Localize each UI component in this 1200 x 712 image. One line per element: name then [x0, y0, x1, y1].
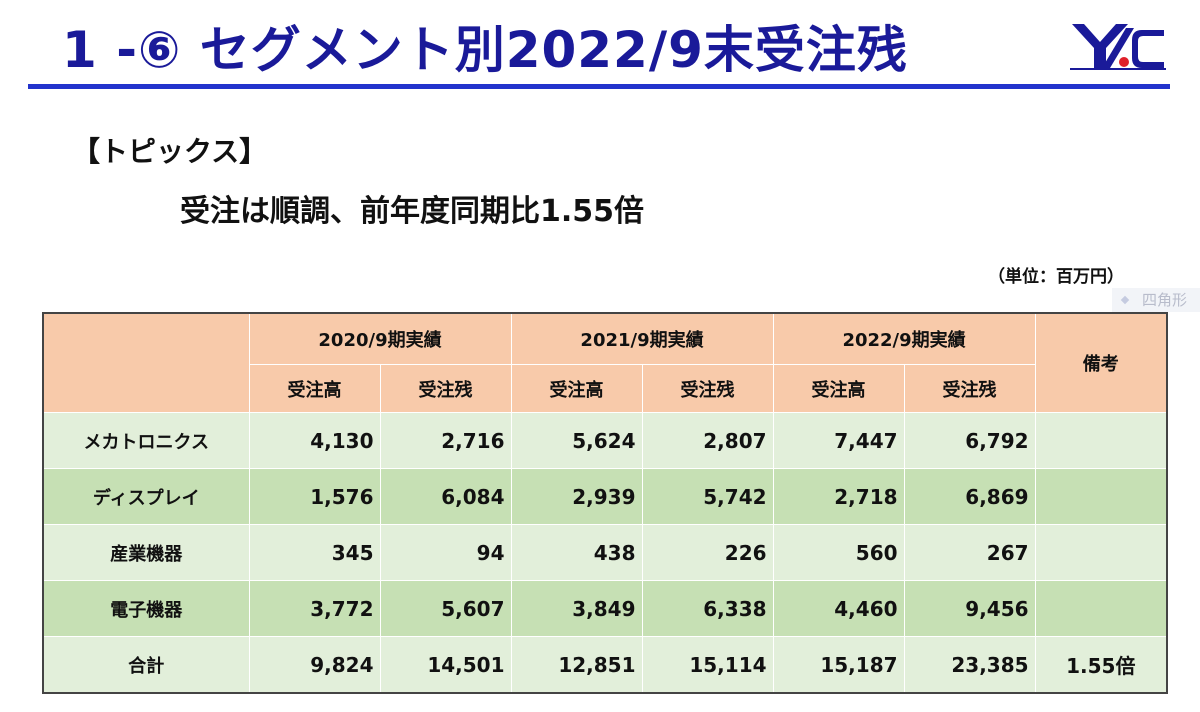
table-header-row: 2020/9期実績 2021/9期実績 2022/9期実績 備考: [42, 312, 1168, 413]
segment-order-table: 2020/9期実績 2021/9期実績 2022/9期実績 備考 受注高 受注残…: [42, 312, 1169, 694]
value-cell: 5,607: [379, 580, 512, 637]
title-underline: [28, 84, 1170, 89]
value-cell: 1,576: [248, 468, 381, 525]
value-cell: 12,851: [510, 636, 643, 694]
value-cell: 6,869: [903, 468, 1036, 525]
company-logo: [1068, 20, 1168, 72]
segment-name: 産業機器: [42, 524, 250, 581]
value-cell: 14,501: [379, 636, 512, 694]
value-cell: 6,084: [379, 468, 512, 525]
table-body: メカトロニクス 4,130 2,716 5,624 2,807 7,447 6,792 ディス…: [42, 412, 1168, 694]
topics-heading: 【トピックス】: [72, 135, 268, 168]
backlog-header: 受注残: [641, 364, 774, 413]
value-cell: 3,849: [510, 580, 643, 637]
period-header: 2020/9期実績: [248, 312, 512, 365]
remarks-cell: [1034, 524, 1168, 581]
value-cell: 9,456: [903, 580, 1036, 637]
remarks-cell: [1034, 468, 1168, 525]
backlog-header: 受注残: [379, 364, 512, 413]
value-cell: 3,772: [248, 580, 381, 637]
orders-header: 受注高: [510, 364, 643, 413]
value-cell: 5,742: [641, 468, 774, 525]
remarks-cell: [1034, 580, 1168, 637]
value-cell: 2,807: [641, 412, 774, 469]
value-cell: 94: [379, 524, 512, 581]
orders-header: 受注高: [772, 364, 905, 413]
table-subheader-row: 受注高 受注残 受注高 受注残 受注高 受注残: [43, 364, 1167, 413]
table-row: 電子機器 3,772 5,607 3,849 6,338 4,460 9,456: [42, 580, 1168, 637]
value-cell: 560: [772, 524, 905, 581]
table-row: 合計 9,824 14,501 12,851 15,114 15,187 23,385 1.5…: [42, 636, 1168, 694]
value-cell: 6,792: [903, 412, 1036, 469]
backlog-header: 受注残: [903, 364, 1036, 413]
table-row: ディスプレイ 1,576 6,084 2,939 5,742 2,718 6,869: [42, 468, 1168, 525]
segment-name: ディスプレイ: [42, 468, 250, 525]
segment-name: 合計: [42, 636, 250, 694]
value-cell: 267: [903, 524, 1036, 581]
table-row: 産業機器 345 94 438 226 560 267: [42, 524, 1168, 581]
value-cell: 226: [641, 524, 774, 581]
unit-label: （単位：百万円）: [988, 267, 1124, 287]
period-header: 2022/9期実績: [772, 312, 1036, 365]
value-cell: 23,385: [903, 636, 1036, 694]
value-cell: 15,187: [772, 636, 905, 694]
orders-header: 受注高: [248, 364, 381, 413]
remarks-cell: 1.55倍: [1034, 636, 1168, 694]
segment-name: 電子機器: [42, 580, 250, 637]
period-header: 2021/9期実績: [510, 312, 774, 365]
value-cell: 2,939: [510, 468, 643, 525]
segment-header: [42, 312, 250, 413]
value-cell: 438: [510, 524, 643, 581]
remarks-header: 備考: [1034, 312, 1168, 413]
value-cell: 15,114: [641, 636, 774, 694]
shape-tooltip-label: 四角形: [1142, 291, 1188, 309]
value-cell: 4,130: [248, 412, 381, 469]
value-cell: 2,718: [772, 468, 905, 525]
value-cell: 7,447: [772, 412, 905, 469]
diamond-icon: [1120, 295, 1130, 305]
value-cell: 6,338: [641, 580, 774, 637]
value-cell: 2,716: [379, 412, 512, 469]
segment-name: メカトロニクス: [42, 412, 250, 469]
value-cell: 9,824: [248, 636, 381, 694]
slide-title: 1 -⑥ セグメント別2022/9末受注残: [62, 21, 908, 79]
remarks-cell: [1034, 412, 1168, 469]
table-row: メカトロニクス 4,130 2,716 5,624 2,807 7,447 6,792: [42, 412, 1168, 469]
topics-summary: 受注は順調、前年度同期比1.55倍: [180, 194, 645, 229]
value-cell: 345: [248, 524, 381, 581]
shape-tooltip: 四角形: [1112, 288, 1200, 312]
value-cell: 5,624: [510, 412, 643, 469]
value-cell: 4,460: [772, 580, 905, 637]
